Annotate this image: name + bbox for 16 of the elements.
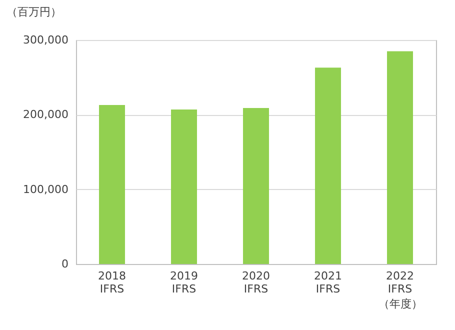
y-axis-title: （百万円） (6, 6, 62, 18)
x-tick-label: 2018 IFRS (98, 270, 126, 296)
bar (387, 51, 413, 264)
x-tick-label: 2020 IFRS (242, 270, 270, 296)
x-tick-label: 2019 IFRS (170, 270, 198, 296)
bar (171, 109, 197, 264)
y-tick-label: 0 (62, 258, 68, 270)
x-tick-label: 2022 IFRS (386, 270, 414, 296)
y-tick-label: 300,000 (23, 34, 68, 46)
bar (243, 108, 269, 264)
x-tick-label: 2021 IFRS (314, 270, 342, 296)
bar (315, 68, 341, 264)
bar (99, 104, 125, 264)
y-tick-label: 100,000 (23, 182, 68, 196)
y-tick-label: 200,000 (23, 108, 68, 122)
x-axis-title: （年度） (378, 298, 422, 310)
